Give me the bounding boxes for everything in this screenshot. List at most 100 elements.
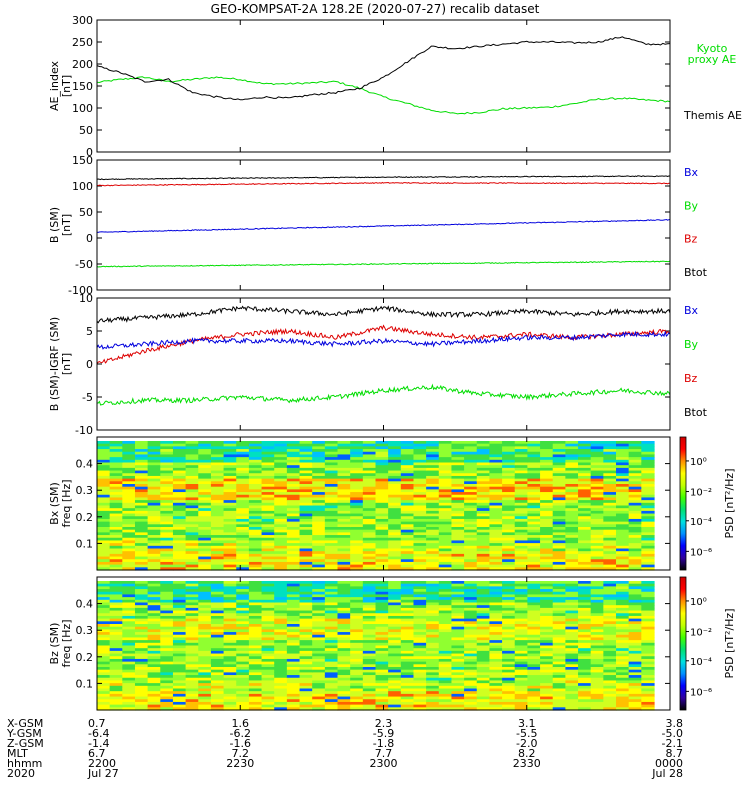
panel2-legend-bz: Bz [684,372,698,385]
panel2-ytick-label-1: -5 [82,391,93,404]
panel2-ytick-label-0: -10 [75,424,93,437]
panel3-ytick-label-2: 0.3 [76,484,94,497]
panel3-ytick-label-1: 0.2 [76,511,94,524]
panel1-ytick-label-0: -100 [68,284,93,297]
panel0-legend-kyoto-0: Kyoto [697,42,728,55]
xaxis-tick-0-row-0: 0.7 [88,717,106,730]
panel4-ytick-label-0: 0.1 [76,677,94,690]
xaxis-row-label-4: hhmm [7,757,42,770]
panel1-legend-by: By [684,199,699,212]
panel4-ytick-label-2: 0.3 [76,624,94,637]
panel3-ytick-label-3: 0.4 [76,458,94,471]
panel3-cb-label-0: 10⁰ [690,457,707,468]
xaxis-tick-4-row-0: 3.8 [666,717,684,730]
panel1-ytick-label-3: 50 [79,206,93,219]
xaxis-tick-2-row-3: 7.7 [375,747,393,760]
xaxis-tick-3-row-1: -5.5 [516,727,537,740]
panel2-legend-btot: Btot [684,406,708,419]
xaxis-row-label-2: Z-GSM [7,737,44,750]
xaxis-tick-0-row-3: 6.7 [88,747,106,760]
panel3-heatmap [97,441,655,571]
panel2-legend-by: By [684,338,699,351]
xaxis-tick-0-row-5: Jul 27 [87,767,119,780]
panel0-legend-themis: Themis AE [683,109,742,122]
panel1-ylabel-1: [nT] [60,214,73,236]
panel4-ylabel-1: freq [Hz] [60,619,73,667]
chart-title: GEO-KOMPSAT-2A 128.2E (2020-07-27) recal… [211,2,540,16]
xaxis-tick-1-row-0: 1.6 [232,717,250,730]
panel3-ylabel-0: Bx (SM) [48,482,61,525]
panel4-cb-label-0: 10⁰ [690,597,707,608]
xaxis-tick-1-row-3: 7.2 [232,747,250,760]
xaxis-tick-3-row-2: -2.0 [516,737,537,750]
panel2-ytick-label-4: 10 [79,292,93,305]
xaxis-tick-3-row-4: 2330 [513,757,541,770]
panel2-ylabel-1: [nT] [60,353,73,375]
panel1-ytick-label-1: -50 [75,258,93,271]
xaxis-row-label-5: 2020 [7,767,35,780]
panel1-ytick-label-2: 0 [86,232,93,245]
xaxis-tick-0-row-4: 2200 [88,757,116,770]
panel4-ytick-label-1: 0.2 [76,651,94,664]
panel0-ytick-label-3: 150 [72,80,93,93]
panel0-legend-kyoto-1: proxy AE [688,53,737,66]
xaxis-tick-0-row-2: -1.4 [88,737,109,750]
panel2-frame [96,297,671,431]
xaxis-tick-1-row-2: -1.6 [230,737,251,750]
panel0-ylabel-1: [nT] [60,75,73,97]
panel4-cb-label-2: 10⁻⁴ [690,657,712,668]
panel2-ytick-label-3: 5 [86,325,93,338]
panel3-colorbar [679,436,687,571]
panel0-ytick-label-0: 0 [86,146,93,159]
panel1-ytick-label-4: 100 [72,180,93,193]
panel4-cb-label-3: 10⁻⁶ [690,687,712,698]
panel1-frame [96,159,671,291]
panel3-ytick-label-0: 0.1 [76,537,94,550]
panel4-heatmap [97,581,655,711]
panel1-series-by [97,260,670,268]
panel0-ytick-label-1: 50 [79,124,93,137]
panel1-legend-bx: Bx [684,166,699,179]
xaxis-tick-1-row-4: 2230 [226,757,254,770]
panel4-ytick-label-3: 0.4 [76,598,94,611]
panel1-series-bx [97,218,670,233]
xaxis-tick-2-row-2: -1.8 [373,737,394,750]
panel4-ylabel-0: Bz (SM) [48,623,61,665]
panel0-series-kyoto-proxy-ae [97,76,670,115]
panel0-frame [96,19,671,153]
panel0-ytick-label-6: 300 [72,14,93,27]
panel1-series-btot [97,175,670,181]
panel3-ylabel-1: freq [Hz] [60,479,73,527]
xaxis-tick-3-row-3: 8.2 [518,747,536,760]
panel3-cb-label-2: 10⁻⁴ [690,517,712,528]
panel1-ylabel-0: B (SM) [48,207,61,243]
panel4-cb-title: PSD [nT²/Hz] [723,608,736,678]
xaxis-row-label-3: MLT [7,747,28,760]
xaxis-tick-2-row-1: -5.9 [373,727,394,740]
panel4-cb-label-1: 10⁻² [690,628,712,639]
panel1-series-bz [97,181,670,187]
panel0-ytick-label-2: 100 [72,102,93,115]
panel2-ytick-label-2: 0 [86,358,93,371]
panel2-series-bz [97,324,670,365]
xaxis-tick-1-row-1: -6.2 [230,727,251,740]
panel2-legend-bx: Bx [684,304,699,317]
xaxis-tick-4-row-5: Jul 28 [651,767,683,780]
xaxis-tick-4-row-1: -5.0 [662,727,683,740]
xaxis-tick-4-row-4: 0000 [655,757,683,770]
panel0-ytick-label-5: 250 [72,36,93,49]
xaxis-row-label-1: Y-GSM [6,727,42,740]
xaxis-tick-4-row-2: -2.1 [662,737,683,750]
panel1-legend-btot: Btot [684,266,708,279]
panel3-cb-title: PSD [nT²/Hz] [723,468,736,538]
panel4-colorbar [679,576,687,711]
panel4-frame [96,576,671,711]
panel0-series-themis-ae [97,36,670,101]
panel2-series-bx [97,330,670,350]
panel1-legend-bz: Bz [684,233,698,246]
panel2-series-by [97,383,670,406]
xaxis-tick-0-row-1: -6.4 [88,727,109,740]
xaxis-tick-3-row-0: 3.1 [518,717,536,730]
